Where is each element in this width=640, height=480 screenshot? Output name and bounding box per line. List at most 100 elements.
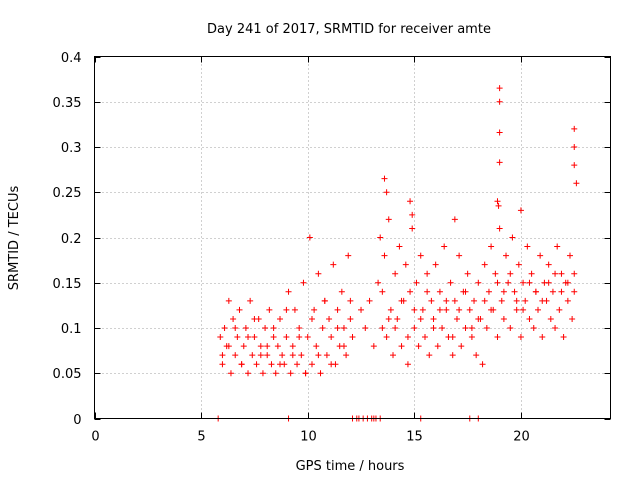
data-point <box>232 352 239 359</box>
data-point <box>308 361 315 368</box>
data-point <box>338 288 345 295</box>
data-point <box>552 270 559 277</box>
data-point <box>392 325 399 331</box>
data-point <box>447 279 454 286</box>
data-point <box>451 297 458 304</box>
data-point <box>242 325 249 331</box>
data-point <box>287 370 294 377</box>
y-tick-label: 0.1 <box>61 322 82 337</box>
data-point <box>462 288 469 295</box>
data-point <box>558 288 565 295</box>
data-point <box>426 352 433 359</box>
data-point <box>526 279 533 286</box>
data-point <box>475 315 482 322</box>
data-point <box>317 370 324 377</box>
data-point <box>571 288 578 295</box>
data-point <box>319 325 326 331</box>
data-point <box>500 315 507 322</box>
data-point <box>498 297 505 304</box>
data-point <box>390 352 397 359</box>
data-point <box>385 315 392 322</box>
x-axis: 0 5 10 15 20 <box>91 56 530 445</box>
data-point <box>362 325 369 331</box>
data-point <box>413 279 420 286</box>
data-point <box>407 198 414 205</box>
data-point <box>494 279 501 286</box>
data-point <box>564 297 571 304</box>
data-point <box>225 343 232 350</box>
x-tick-label: 15 <box>406 430 423 445</box>
data-point <box>321 297 328 304</box>
data-point <box>257 343 264 350</box>
data-point <box>488 306 495 313</box>
data-point <box>221 325 228 331</box>
y-tick-label: 0.25 <box>53 186 82 201</box>
y-tick-label: 0.35 <box>53 96 82 111</box>
data-points <box>215 85 580 422</box>
data-point <box>311 306 318 313</box>
data-point <box>532 288 539 295</box>
data-point <box>277 315 284 322</box>
data-point <box>419 306 426 313</box>
data-point <box>257 352 264 359</box>
data-point <box>424 270 431 277</box>
data-point <box>479 361 486 368</box>
data-point <box>509 234 516 241</box>
x-axis-label: GPS time / hours <box>296 459 405 474</box>
data-point <box>449 352 456 359</box>
y-tick-label: 0.05 <box>53 367 82 382</box>
data-point <box>496 129 503 136</box>
data-point <box>573 180 580 187</box>
data-point <box>496 159 503 166</box>
data-point <box>283 334 290 341</box>
data-point <box>436 306 443 313</box>
data-point <box>230 315 237 322</box>
data-point <box>507 325 514 331</box>
data-point <box>500 288 507 295</box>
data-point <box>328 361 335 368</box>
data-point <box>306 234 313 241</box>
data-point <box>417 315 424 322</box>
data-point <box>404 361 411 368</box>
data-point <box>453 315 460 322</box>
data-point <box>458 343 465 350</box>
y-tick-label: 0.15 <box>53 277 82 292</box>
data-point <box>552 325 559 331</box>
data-point <box>219 361 226 368</box>
data-point <box>379 325 386 331</box>
data-point <box>409 225 416 232</box>
data-point <box>283 306 290 313</box>
data-point <box>392 270 399 277</box>
data-point <box>245 370 252 377</box>
data-point <box>569 315 576 322</box>
data-point <box>554 243 561 250</box>
data-point <box>571 270 578 277</box>
data-point <box>407 288 414 295</box>
data-point <box>503 252 510 259</box>
data-point <box>456 252 463 259</box>
data-point <box>505 279 512 286</box>
data-point <box>387 306 394 313</box>
data-point <box>347 297 354 304</box>
data-point <box>370 343 377 350</box>
data-point <box>217 334 224 341</box>
data-point <box>468 334 475 341</box>
data-point <box>251 315 258 322</box>
data-point <box>475 279 482 286</box>
data-point <box>404 334 411 341</box>
data-point <box>308 315 315 322</box>
data-point <box>556 306 563 313</box>
data-point <box>345 252 352 259</box>
data-point <box>436 288 443 295</box>
data-point <box>358 306 365 313</box>
data-point <box>535 306 542 313</box>
data-point <box>526 315 533 322</box>
data-point <box>451 216 458 223</box>
data-point <box>549 288 556 295</box>
data-point <box>398 297 405 304</box>
data-point <box>326 315 333 322</box>
data-point <box>298 352 305 359</box>
data-point <box>488 243 495 250</box>
data-point <box>385 216 392 223</box>
